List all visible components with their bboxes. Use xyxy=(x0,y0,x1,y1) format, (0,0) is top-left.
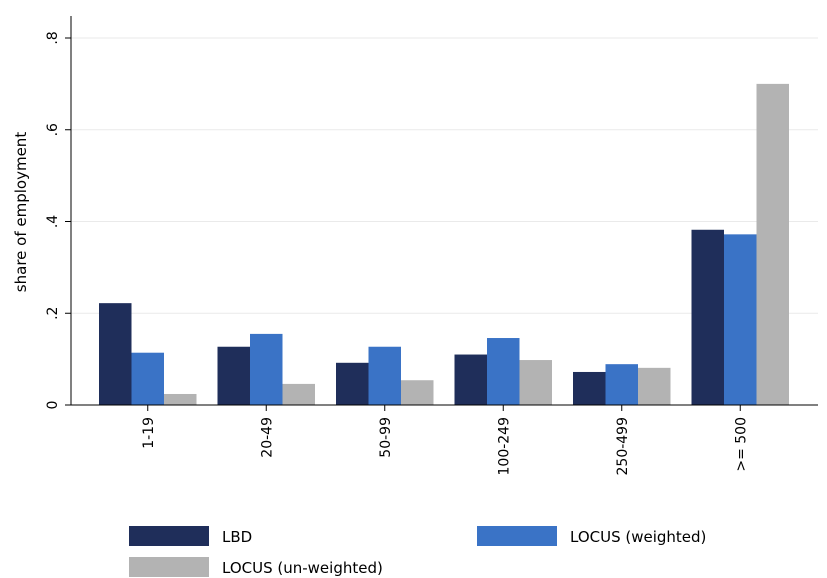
bar-lbd-4 xyxy=(573,371,606,405)
legend-label: LOCUS (weighted) xyxy=(570,528,706,546)
y-axis-label: share of employment xyxy=(12,132,30,293)
bar-locus-weighted-4 xyxy=(605,364,638,405)
x-tick-label: >= 500 xyxy=(733,417,749,472)
y-tick-label: 0 xyxy=(45,401,61,410)
x-tick-label: 20-49 xyxy=(259,417,275,458)
bar-locus-weighted-3 xyxy=(487,338,520,405)
y-tick-label: .4 xyxy=(45,215,61,228)
x-tick-label: 1-19 xyxy=(141,417,157,449)
bar-lbd-0 xyxy=(99,303,132,405)
y-tick-label: .2 xyxy=(45,307,61,320)
legend-label: LOCUS (un-weighted) xyxy=(222,559,383,577)
bar-lbd-2 xyxy=(336,362,369,405)
legend-swatch xyxy=(129,526,209,546)
bars xyxy=(99,83,789,405)
x-tick-label: 250-499 xyxy=(615,417,631,476)
bar-lbd-3 xyxy=(454,354,487,405)
legend: LBD LOCUS (weighted) LOCUS (un-weighted) xyxy=(129,526,706,577)
bar-locus-un-weighted-1 xyxy=(282,383,315,405)
legend-swatch xyxy=(477,526,557,546)
bar-locus-un-weighted-5 xyxy=(756,83,789,405)
bar-locus-weighted-1 xyxy=(250,333,283,405)
x-axis-ticks: 1-19 20-49 50-99 100-249 250-499 >= 500 xyxy=(141,405,749,476)
bar-locus-weighted-0 xyxy=(131,352,164,405)
y-tick-label: .8 xyxy=(45,31,61,44)
y-tick-label: .6 xyxy=(45,123,61,136)
bar-locus-un-weighted-0 xyxy=(164,393,197,405)
bar-locus-un-weighted-2 xyxy=(401,380,434,405)
bar-locus-weighted-5 xyxy=(724,234,757,405)
x-tick-label: 50-99 xyxy=(378,417,394,458)
bar-locus-weighted-2 xyxy=(368,346,401,405)
x-tick-label: 100-249 xyxy=(496,417,512,476)
bar-lbd-1 xyxy=(217,346,250,405)
legend-swatch xyxy=(129,557,209,577)
y-axis-ticks: 0 .2 .4 .6 .8 xyxy=(45,31,71,409)
bar-lbd-5 xyxy=(691,229,724,405)
bar-locus-un-weighted-4 xyxy=(638,367,671,405)
legend-label: LBD xyxy=(222,528,252,546)
bar-locus-un-weighted-3 xyxy=(519,360,552,405)
